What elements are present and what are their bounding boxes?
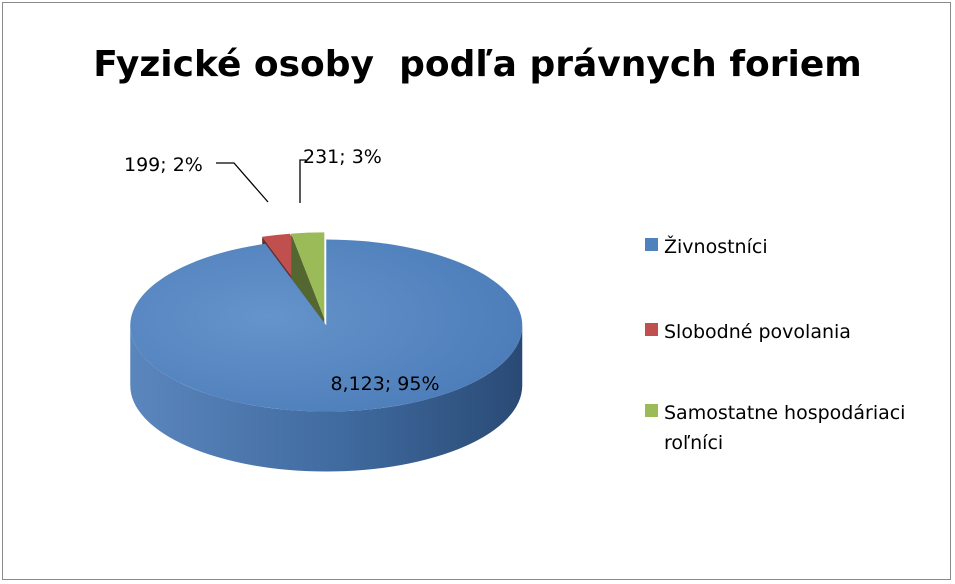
pie-slice-0: [130, 239, 523, 472]
legend-swatch-red: [645, 323, 658, 336]
legend-item-zivnostnici: Živnostníci: [645, 232, 944, 262]
slice-top: [291, 232, 325, 319]
legend-swatch-green: [645, 404, 658, 417]
leader-lines: [216, 159, 306, 203]
slice-top: [130, 239, 523, 412]
data-label-1: 199; 2%: [124, 154, 203, 176]
legend-swatch-blue: [645, 238, 658, 251]
data-labels: 8,123; 95% 199; 2% 231; 3%: [124, 146, 440, 395]
legend-label: Samostatne hospodáriaci roľníci: [664, 402, 906, 454]
legend-label: Živnostníci: [664, 236, 768, 258]
data-label-2: 231; 3%: [303, 146, 382, 168]
chart-title: Fyzické osoby podľa právnych foriem: [93, 44, 862, 85]
pie-slices: [130, 232, 523, 472]
slice-rim: [130, 325, 523, 472]
legend-label: Slobodné povolania: [664, 321, 851, 343]
legend-item-slobodne-povolania: Slobodné povolania: [645, 317, 944, 347]
legend-item-samostatne-hospodariaci: Samostatne hospodáriaci roľníci: [645, 398, 944, 458]
leader-line-1: [216, 162, 269, 203]
leader-line-2: [299, 159, 306, 203]
data-label-0: 8,123; 95%: [330, 373, 439, 395]
